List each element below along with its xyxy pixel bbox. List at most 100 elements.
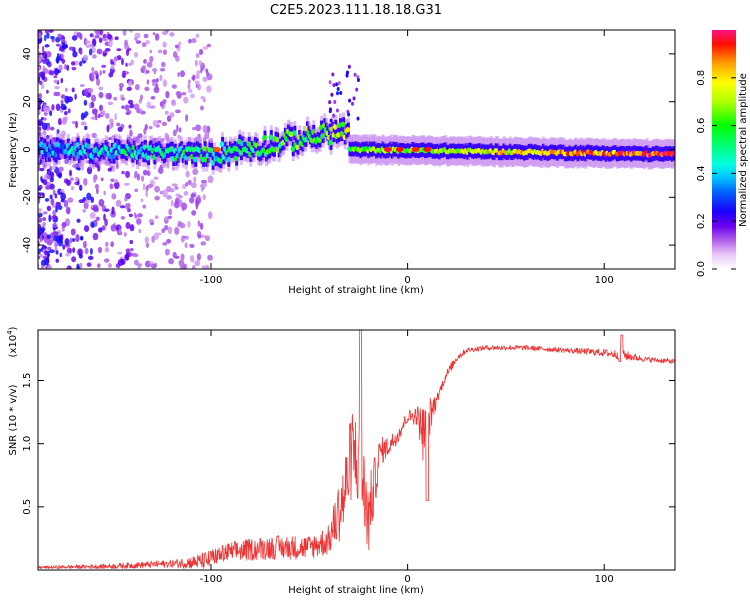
spectrogram-noise-cell bbox=[49, 110, 53, 117]
spectrogram-noise-cell bbox=[70, 185, 74, 191]
spectrogram-noise-cell bbox=[194, 80, 200, 85]
spectrogram-noise-cell bbox=[38, 184, 43, 190]
snr-y-ticks: 0.5 1.0 1.5 bbox=[22, 373, 675, 515]
spectrogram-noise-cell bbox=[125, 49, 130, 57]
spectrogram-streak-cell bbox=[330, 92, 334, 97]
spectrogram-noise-cell bbox=[200, 234, 206, 239]
spectrogram-noise-cell bbox=[174, 226, 180, 235]
spectrogram-noise-cell bbox=[133, 103, 140, 111]
spectrogram-noise-cell bbox=[137, 263, 141, 269]
spectrogram-noise-cell bbox=[60, 53, 65, 59]
spectrogram-noise-cell bbox=[206, 70, 210, 77]
spectrogram-noise-cell bbox=[169, 32, 175, 37]
spectrogram-streak-cell bbox=[347, 64, 351, 69]
snr-multiplier: (x104) bbox=[6, 326, 19, 357]
spectrogram-noise-cell bbox=[109, 183, 114, 190]
spectrogram-noise-cell bbox=[50, 198, 55, 206]
spectrogram-noise-cell bbox=[191, 254, 195, 263]
spectrogram-noise-cell bbox=[145, 242, 150, 248]
spectrogram-noise-cell bbox=[45, 185, 51, 190]
spectrogram-noise-cell bbox=[116, 48, 122, 52]
spectrogram-noise-cell bbox=[144, 236, 149, 244]
spectrogram-noise-cell bbox=[64, 87, 68, 92]
spectrogram-noise-cell bbox=[62, 106, 67, 111]
spectrogram-noise-cell bbox=[185, 170, 190, 178]
spectrogram-noise-cell bbox=[90, 116, 97, 120]
spectrogram-noise-cell bbox=[71, 66, 77, 71]
spectrogram-noise-cell bbox=[95, 78, 101, 86]
spectrogram-hotspot bbox=[395, 147, 404, 152]
spectrogram-noise-cell bbox=[66, 265, 72, 269]
spectrogram-noise-cell bbox=[98, 91, 104, 99]
spectrogram-noise-cell bbox=[166, 195, 172, 200]
spectrogram-noise-cell bbox=[146, 170, 151, 177]
spectrogram-noise-cell bbox=[141, 42, 147, 48]
spectrogram-noise-cell bbox=[61, 117, 67, 125]
spectrogram-noise-cell bbox=[103, 213, 106, 221]
spectrogram-noise-cell bbox=[178, 259, 185, 267]
spectrogram-noise-cell bbox=[109, 118, 114, 124]
spectrogram-noise-cell bbox=[46, 89, 49, 94]
spectrogram-noise-cell bbox=[80, 235, 84, 241]
spectrogram-noise-cell bbox=[154, 185, 161, 193]
spectrogram-noise-cell bbox=[41, 122, 48, 131]
spectrogram-noise-cell bbox=[165, 90, 170, 99]
spectrogram-noise-cell bbox=[162, 49, 167, 56]
spectrogram-noise-cell bbox=[110, 65, 115, 70]
spectrogram-noise-cell bbox=[173, 201, 180, 209]
spectrogram-noise-cell bbox=[38, 57, 42, 63]
spectrogram-noise-cell bbox=[64, 238, 70, 246]
spectrogram-noise-cell bbox=[153, 232, 159, 240]
spectrogram-noise-cell bbox=[57, 172, 63, 179]
spectrogram-streak-cell bbox=[328, 80, 332, 85]
spectrogram-noise-cell bbox=[70, 228, 76, 236]
spectrogram-noise-cell bbox=[49, 194, 53, 200]
spectrogram-noise-cell bbox=[44, 44, 50, 48]
spectrogram-noise-cell bbox=[134, 214, 138, 219]
spectrogram-noise-cell bbox=[169, 112, 175, 118]
spectrogram-noise-cell bbox=[154, 33, 160, 41]
spectrogram-noise-cell bbox=[148, 125, 153, 130]
spectrogram-noise-cell bbox=[104, 218, 108, 227]
spectrogram-noise-cell bbox=[196, 253, 201, 261]
spectrogram-noise-cell bbox=[107, 34, 113, 40]
spectrogram-noise-cell bbox=[128, 62, 132, 66]
colorbar-gradient bbox=[712, 30, 736, 269]
spectrogram-noise-cell bbox=[143, 33, 149, 39]
spectrogram-noise-cell bbox=[86, 192, 92, 201]
spectrogram-noise-cell bbox=[166, 238, 172, 244]
spectrogram-noise-cell bbox=[113, 96, 118, 101]
spectrogram-noise-cell bbox=[75, 234, 80, 243]
spectrogram-noise-cell bbox=[122, 30, 127, 36]
spectrogram-noise-cell bbox=[195, 53, 200, 59]
spectrogram-noise-cell bbox=[129, 239, 134, 245]
spectrogram-noise-cell bbox=[42, 130, 47, 135]
colorbar-label: Normalized spectral amplitude bbox=[738, 73, 749, 227]
spectrogram-noise-cell bbox=[125, 170, 130, 179]
spectrogram-noise-cell bbox=[38, 207, 42, 213]
spectrogram-streak-cell bbox=[331, 72, 335, 77]
spectrogram-y-tick-label: -20 bbox=[22, 189, 33, 205]
spectrogram-noise-cell bbox=[170, 199, 174, 207]
spectrogram-noise-cell bbox=[157, 120, 162, 124]
spectrogram-streak-cell bbox=[335, 91, 339, 96]
spectrogram-noise-cell bbox=[61, 226, 65, 232]
spectrogram-noise-cell bbox=[76, 263, 80, 269]
spectrogram-noise-cell bbox=[119, 205, 126, 209]
spectrogram-noise-cell bbox=[199, 222, 204, 230]
spectrogram-noise-cell bbox=[187, 88, 193, 94]
spectrogram-noise-cell bbox=[171, 183, 178, 187]
spectrogram-noise-cell bbox=[84, 111, 89, 117]
spectrogram-noise-cell bbox=[57, 205, 63, 210]
spectrogram-noise-cell bbox=[181, 202, 188, 211]
spectrogram-noise-cell bbox=[123, 232, 127, 237]
spectrogram-noise-cell bbox=[184, 242, 188, 249]
spectrogram-noise-cell bbox=[140, 198, 144, 203]
spectrogram-noise-cell bbox=[90, 196, 95, 203]
spectrogram-noise-cell bbox=[179, 70, 185, 78]
spectrogram-noise-cell bbox=[130, 59, 135, 66]
spectrogram-noise-cell bbox=[129, 102, 134, 109]
spectrogram-noise-cell bbox=[144, 86, 150, 92]
spectrogram-noise-cell bbox=[54, 85, 60, 90]
spectrogram-noise-cell bbox=[44, 34, 47, 42]
